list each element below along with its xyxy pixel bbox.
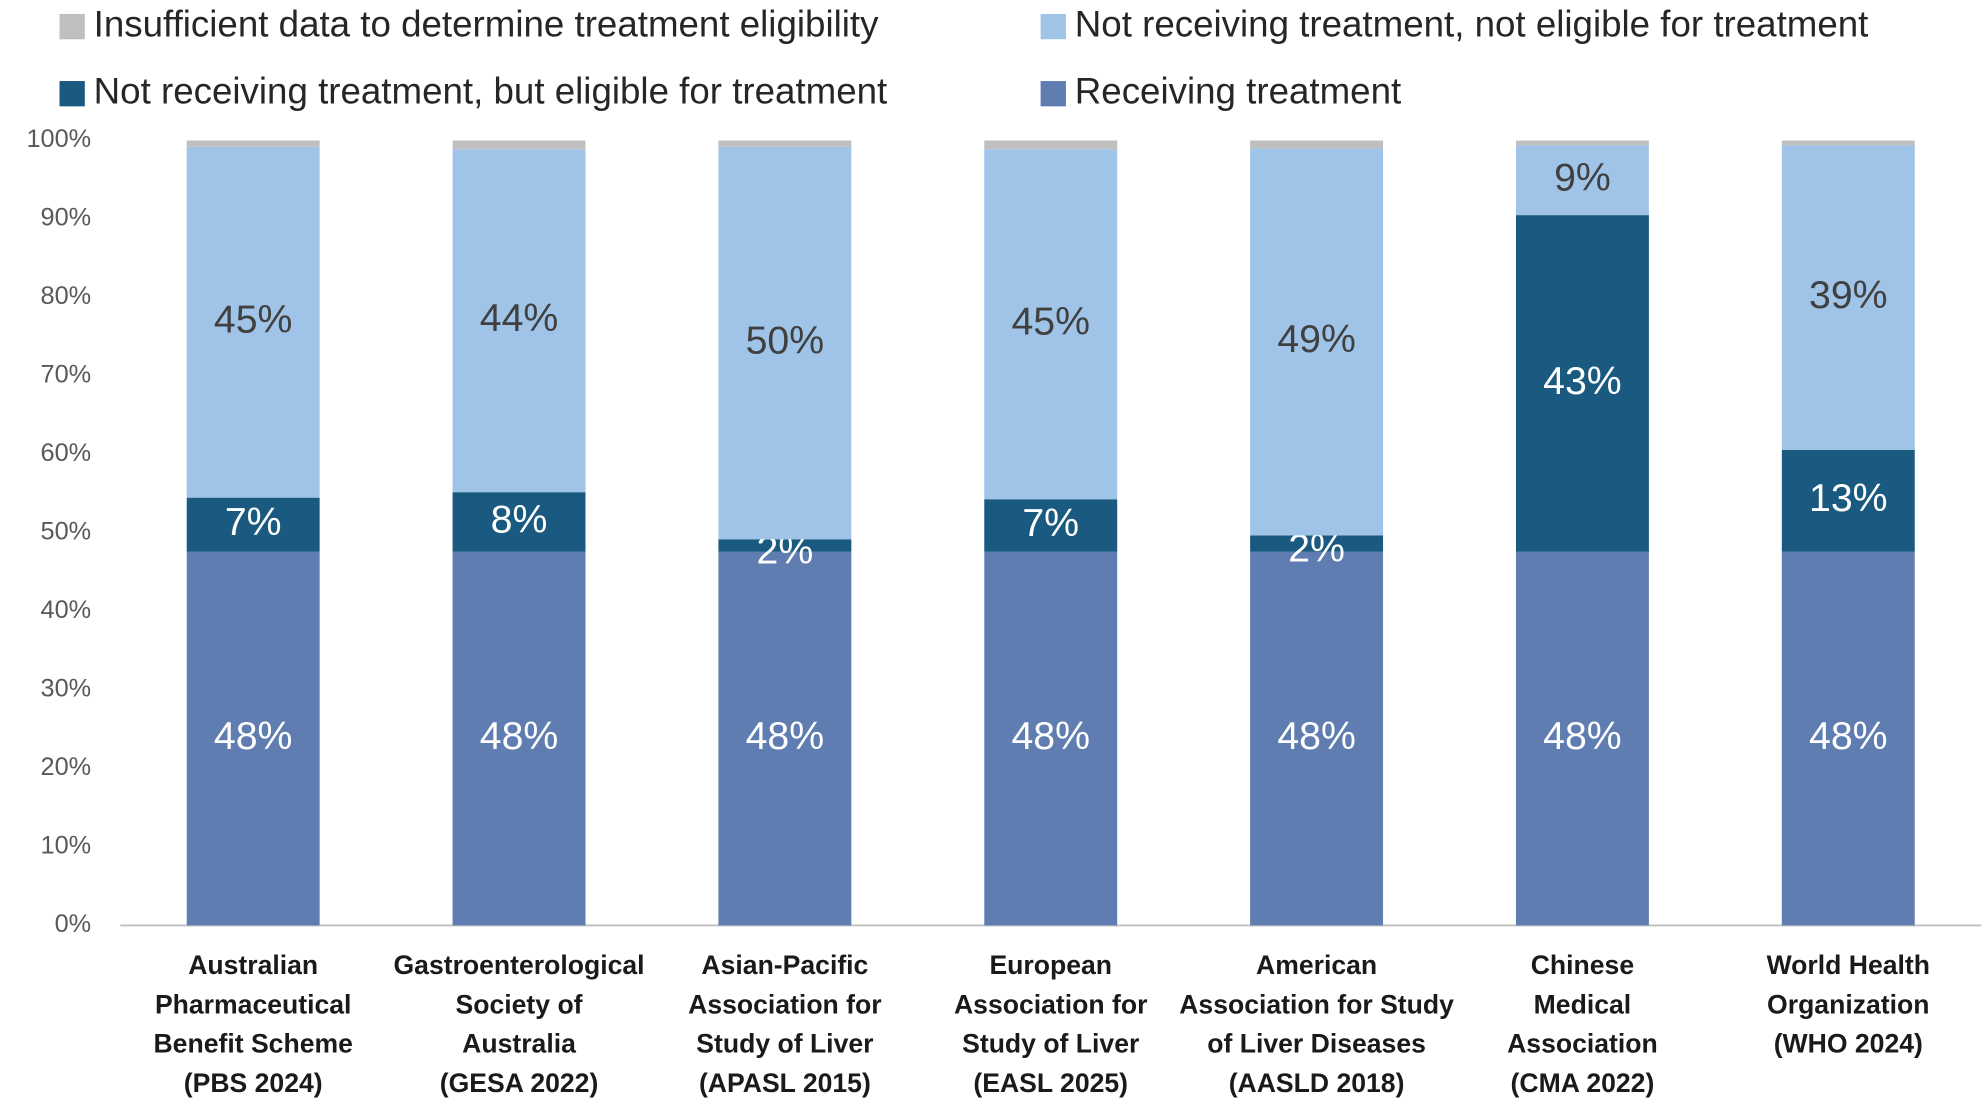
x-tick-label: European xyxy=(989,950,1112,980)
bar-segment xyxy=(1515,145,1649,216)
data-label: 45% xyxy=(214,298,293,342)
bar-segment xyxy=(1781,145,1915,450)
x-tick-label: Study of Liver xyxy=(962,1029,1139,1059)
bar-segment xyxy=(186,551,320,926)
x-tick-label: (AASLD 2018) xyxy=(1229,1068,1405,1098)
x-tick-label: Benefit Scheme xyxy=(153,1029,352,1059)
bar-segment xyxy=(452,149,586,493)
bar-segment xyxy=(1781,551,1915,926)
data-label: 49% xyxy=(1277,317,1356,361)
data-label: 48% xyxy=(480,714,559,758)
x-tick-label: Association for Study xyxy=(1179,989,1454,1019)
x-tick-label: Gastroenterological xyxy=(393,950,644,980)
data-label: 8% xyxy=(491,497,548,541)
bar-segment xyxy=(1250,535,1384,552)
y-tick-label: 70% xyxy=(41,361,92,389)
bar-segment xyxy=(984,499,1118,552)
x-tick-label: Australian xyxy=(188,950,318,980)
data-label: 48% xyxy=(1011,714,1090,758)
bar-segment xyxy=(1250,551,1384,926)
x-tick-label: (WHO 2024) xyxy=(1774,1029,1923,1059)
bar-segment xyxy=(452,492,586,552)
data-label: 48% xyxy=(746,714,825,758)
y-tick-label: 80% xyxy=(41,282,92,310)
x-tick-label: Organization xyxy=(1767,989,1929,1019)
y-tick-label: 30% xyxy=(41,675,92,703)
x-tick-label: American xyxy=(1256,950,1377,980)
bar-segment xyxy=(1250,148,1384,536)
x-tick-label: (GESA 2022) xyxy=(440,1068,599,1098)
bar-segment xyxy=(1250,140,1384,149)
y-tick-label: 0% xyxy=(55,910,92,938)
x-tick-label: Pharmaceutical xyxy=(155,989,351,1019)
bar-segment xyxy=(1515,551,1649,926)
bar-segment xyxy=(452,140,586,150)
bar-segment xyxy=(1781,449,1915,552)
bar-segment xyxy=(984,149,1118,500)
x-tick-label: Association for xyxy=(954,989,1147,1019)
bar-segment xyxy=(186,146,320,498)
data-label: 45% xyxy=(1011,300,1090,344)
bar-segment xyxy=(1515,140,1649,146)
bar-segment xyxy=(718,146,852,540)
x-tick-label: World Health xyxy=(1767,950,1930,980)
bar-segment xyxy=(718,140,852,147)
x-tick-label: Australia xyxy=(462,1029,576,1059)
bar-segment xyxy=(984,551,1118,926)
data-label: 48% xyxy=(1543,714,1622,758)
legend-swatch xyxy=(59,81,85,107)
bar-segment xyxy=(186,497,320,552)
x-tick-label: (EASL 2025) xyxy=(973,1068,1128,1098)
legend-label: Receiving treatment xyxy=(1075,70,1401,111)
x-tick-label: (APASL 2015) xyxy=(699,1068,871,1098)
x-tick-label: Association xyxy=(1507,1029,1658,1059)
y-tick-label: 50% xyxy=(41,518,92,546)
data-label: 13% xyxy=(1809,476,1888,520)
data-label: 48% xyxy=(1277,714,1356,758)
bar-segment xyxy=(1515,215,1649,552)
y-tick-label: 10% xyxy=(41,832,92,860)
y-tick-label: 100% xyxy=(26,125,91,153)
y-tick-label: 60% xyxy=(41,439,92,467)
y-tick-label: 90% xyxy=(41,204,92,232)
data-label: 50% xyxy=(746,318,825,362)
x-tick-label: (CMA 2022) xyxy=(1511,1068,1655,1098)
x-tick-label: (PBS 2024) xyxy=(184,1068,323,1098)
bar-segment xyxy=(186,140,320,147)
bar-segment xyxy=(718,539,852,552)
legend-swatch xyxy=(1040,81,1066,107)
data-label: 7% xyxy=(1022,501,1079,545)
x-tick-label: Study of Liver xyxy=(696,1029,873,1059)
legend-label: Not receiving treatment, not eligible fo… xyxy=(1075,3,1869,44)
legend-swatch xyxy=(59,13,85,40)
data-label: 48% xyxy=(1809,714,1888,758)
bar-segment xyxy=(452,551,586,926)
data-label: 9% xyxy=(1554,156,1611,200)
bar-segment xyxy=(984,140,1118,150)
data-label: 43% xyxy=(1543,359,1622,403)
legend-label: Insufficient data to determine treatment… xyxy=(94,3,879,44)
data-label: 44% xyxy=(480,296,559,340)
x-tick-label: Chinese xyxy=(1531,950,1634,980)
x-tick-label: of Liver Diseases xyxy=(1207,1029,1426,1059)
y-tick-label: 40% xyxy=(41,596,92,624)
legend-label: Not receiving treatment, but eligible fo… xyxy=(94,70,888,111)
y-tick-label: 20% xyxy=(41,753,92,781)
data-label: 48% xyxy=(214,714,293,758)
x-tick-label: Asian-Pacific xyxy=(701,950,868,980)
data-label: 7% xyxy=(225,500,282,544)
data-label: 39% xyxy=(1809,273,1888,317)
x-tick-label: Society of xyxy=(456,989,583,1019)
bar-segment xyxy=(1781,140,1915,146)
x-tick-label: Medical xyxy=(1534,989,1631,1019)
x-tick-label: Association for xyxy=(688,989,881,1019)
legend-swatch xyxy=(1040,13,1066,40)
bar-segment xyxy=(718,551,852,926)
